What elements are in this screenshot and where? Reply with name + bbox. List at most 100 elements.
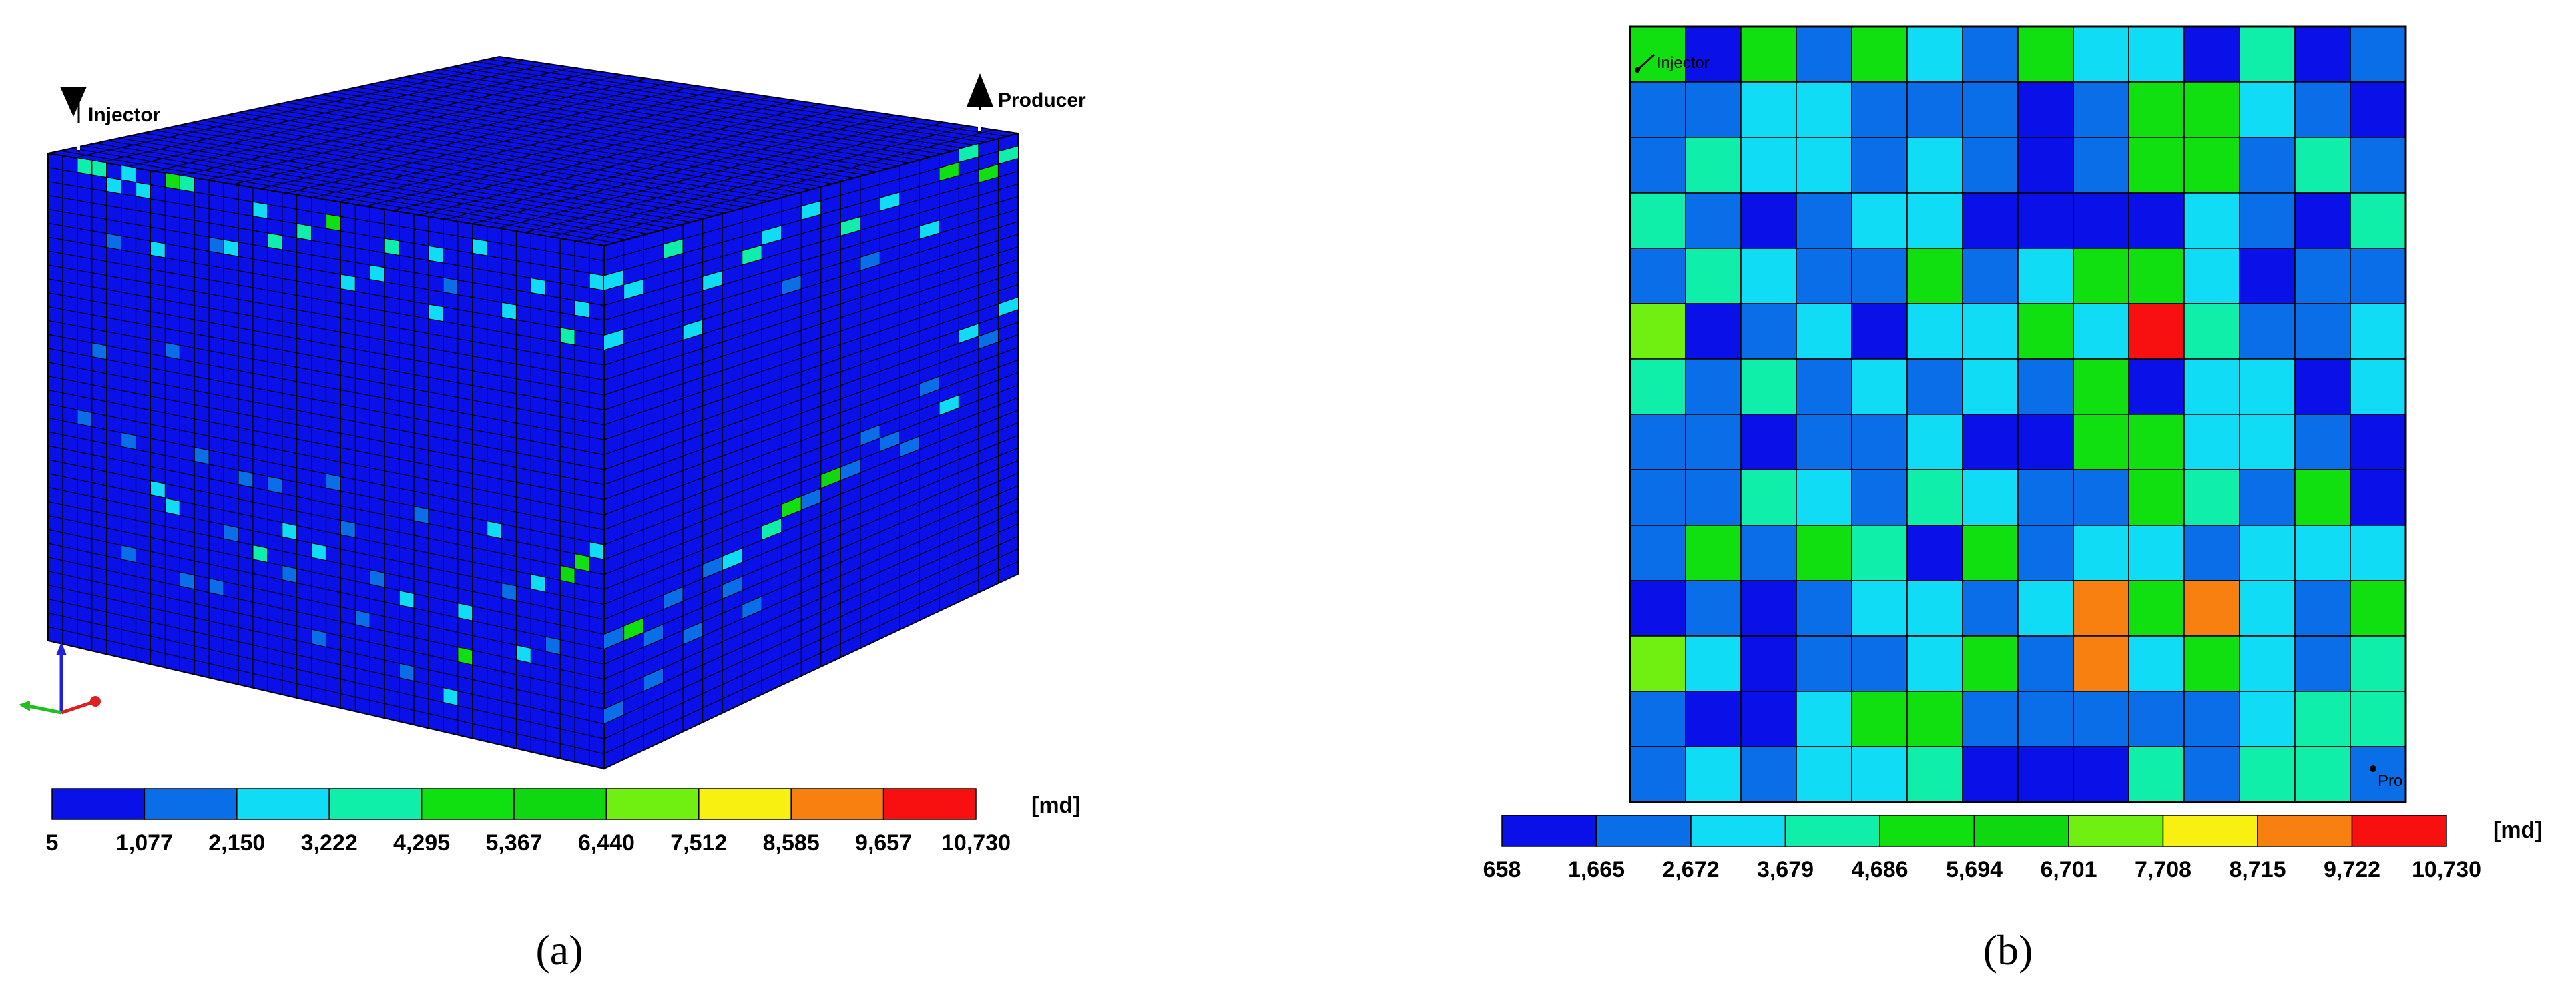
side-grid-line (603, 259, 1019, 396)
front-cell (370, 569, 385, 588)
panel-a-colorbar-tick-label: 5,367 (485, 830, 542, 856)
front-grid-line (47, 529, 605, 650)
grid-cell (1906, 26, 1963, 83)
grid-cell (2294, 303, 2351, 360)
front-cell (194, 447, 210, 464)
top-grid-line (524, 121, 945, 233)
grid-cell (2128, 746, 2185, 803)
front-grid-line (47, 584, 605, 709)
panel-a-reservoir-3d: Injector Producer [md] 5 1,077 2,150 3,222 4… (19, 55, 1086, 974)
grid-cell (2183, 580, 2240, 637)
front-grid-line (47, 389, 605, 501)
side-grid-line (603, 535, 1019, 725)
side-cell (820, 466, 841, 488)
grid-cell (1629, 691, 1686, 747)
injector-well-marker: Injector (60, 87, 161, 152)
side-grid-line (603, 145, 1019, 261)
panel-b-colorbar-swatch (2162, 815, 2258, 847)
grid-cell (2239, 81, 2296, 138)
side-grid-line (603, 498, 1019, 680)
side-cell (702, 556, 723, 579)
grid-cell (2073, 580, 2129, 637)
top-grid-line (368, 84, 898, 167)
grid-cell (1906, 635, 1963, 692)
grid-cell (2294, 469, 2351, 526)
grid-cell (1851, 358, 1908, 415)
side-cell (959, 323, 979, 344)
side-grid-line (603, 334, 1019, 485)
grid-cell (2128, 358, 2185, 415)
grid-cell (1962, 635, 2019, 692)
grid-cell (1629, 525, 1686, 581)
top-grid-line (178, 125, 724, 214)
grid-cell (1796, 248, 1852, 304)
grid-cell (1906, 580, 1963, 637)
front-cell (443, 277, 458, 295)
grid-cell (2294, 192, 2351, 249)
top-grid-line (286, 89, 722, 194)
grid-cell (2183, 635, 2240, 692)
front-grid-line (47, 543, 605, 665)
front-cell (252, 202, 268, 219)
panel-a-colorbar-swatch (790, 788, 884, 820)
side-cell (643, 624, 664, 647)
front-grid-line (47, 320, 605, 426)
front-cell (531, 278, 546, 296)
panel-b-colorbar-swatch (2257, 815, 2353, 847)
top-grid-line (416, 74, 942, 155)
front-cell (326, 473, 341, 491)
grid-cell (2294, 635, 2351, 692)
side-grid-line (603, 372, 1019, 531)
grid-cell (1796, 746, 1852, 803)
grid-cell (2073, 469, 2129, 526)
front-cell (428, 304, 443, 322)
side-grid-line (603, 246, 1019, 381)
grid-cell (2073, 691, 2129, 747)
panel-b-colorbar-tick-label: 10,730 (2412, 857, 2481, 882)
panel-a-colorbar-swatch (513, 788, 607, 820)
grid-cell (1906, 525, 1963, 581)
grid-cell (2128, 137, 2185, 194)
grid-cell (2350, 635, 2406, 692)
grid-cell (2017, 192, 2074, 249)
grid-cell (2017, 248, 2074, 304)
top-grid-line (285, 102, 822, 188)
grid-cell (2350, 192, 2406, 249)
front-grid-line (47, 626, 605, 755)
grid-cell (2128, 81, 2185, 138)
top-grid-line (166, 127, 714, 217)
grid-cell (2350, 303, 2406, 360)
grid-cell (2017, 26, 2074, 83)
side-cell (762, 225, 782, 246)
front-cell (91, 342, 107, 360)
side-cell (919, 376, 939, 397)
grid-cell (2294, 358, 2351, 415)
top-grid-line (214, 117, 757, 205)
panel-a-colorbar-tick-label: 4,295 (393, 830, 450, 856)
front-cell (165, 498, 180, 515)
grid-cell (1629, 358, 1686, 415)
top-grid-line (392, 103, 821, 212)
side-cell (742, 596, 762, 619)
panel-a-colorbar-swatch (605, 788, 700, 820)
side-cell (899, 436, 920, 458)
front-grid-line (47, 334, 605, 440)
front-grid-line (47, 473, 605, 590)
grid-cell (1740, 469, 1797, 526)
grid-cell (1685, 635, 1742, 692)
front-cell (136, 182, 151, 199)
reservoir-top-grid (59, 59, 1007, 244)
grid-cell (2128, 469, 2185, 526)
top-grid-line (392, 79, 921, 161)
grid-cell (2294, 580, 2351, 637)
grid-cell (1685, 303, 1742, 360)
top-grid-line (365, 100, 796, 207)
side-cell (880, 192, 900, 212)
grid-cell (1740, 414, 1797, 470)
top-grid-line (577, 129, 994, 242)
side-cell (840, 216, 860, 236)
front-cell (106, 177, 121, 194)
front-cell (209, 237, 224, 254)
grid-cell (1906, 81, 1963, 138)
side-grid-line (603, 271, 1019, 410)
